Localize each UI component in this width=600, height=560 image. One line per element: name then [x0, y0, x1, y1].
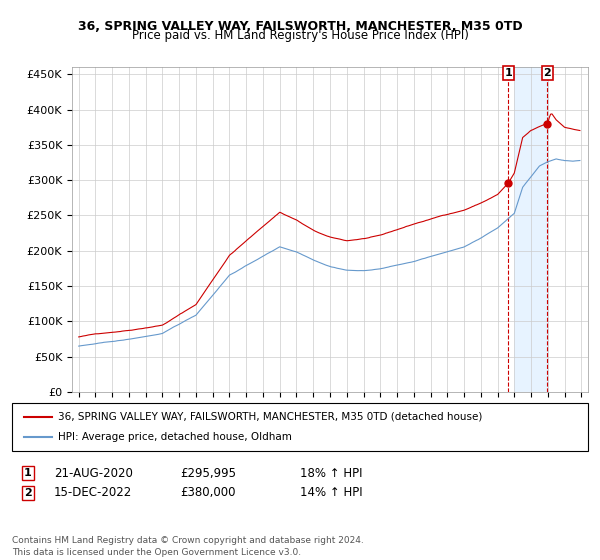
Text: 21-AUG-2020: 21-AUG-2020 — [54, 466, 133, 480]
Text: 14% ↑ HPI: 14% ↑ HPI — [300, 486, 362, 500]
Text: 2: 2 — [543, 68, 551, 78]
Text: 15-DEC-2022: 15-DEC-2022 — [54, 486, 132, 500]
Text: HPI: Average price, detached house, Oldham: HPI: Average price, detached house, Oldh… — [58, 432, 292, 442]
Text: 36, SPRING VALLEY WAY, FAILSWORTH, MANCHESTER, M35 0TD (detached house): 36, SPRING VALLEY WAY, FAILSWORTH, MANCH… — [58, 412, 482, 422]
Text: 1: 1 — [24, 468, 32, 478]
Text: 36, SPRING VALLEY WAY, FAILSWORTH, MANCHESTER, M35 0TD: 36, SPRING VALLEY WAY, FAILSWORTH, MANCH… — [77, 20, 523, 32]
Text: 2: 2 — [24, 488, 32, 498]
Text: Price paid vs. HM Land Registry's House Price Index (HPI): Price paid vs. HM Land Registry's House … — [131, 29, 469, 42]
Text: £380,000: £380,000 — [180, 486, 235, 500]
FancyBboxPatch shape — [12, 403, 588, 451]
Text: £295,995: £295,995 — [180, 466, 236, 480]
Text: 1: 1 — [505, 68, 512, 78]
Text: 18% ↑ HPI: 18% ↑ HPI — [300, 466, 362, 480]
Text: Contains HM Land Registry data © Crown copyright and database right 2024.
This d: Contains HM Land Registry data © Crown c… — [12, 536, 364, 557]
Bar — [514, 67, 549, 392]
